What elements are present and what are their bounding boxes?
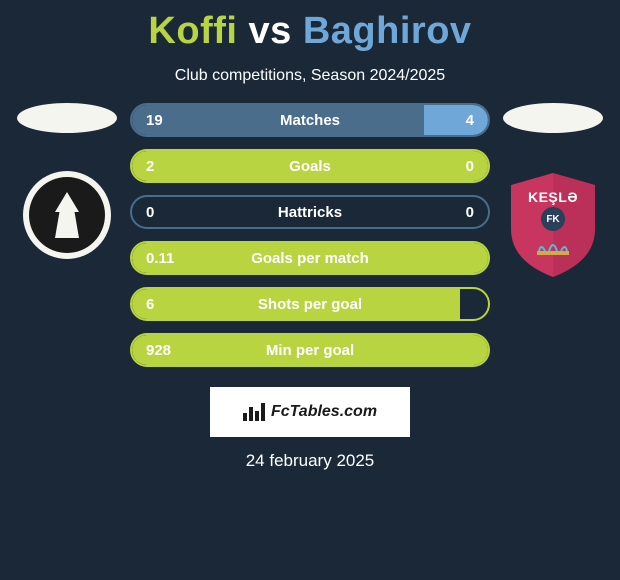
stat-row: 6Shots per goal	[130, 287, 490, 321]
stat-label: Min per goal	[132, 342, 488, 359]
chart-icon	[243, 403, 265, 421]
team2-sub: FK	[541, 207, 565, 231]
stat-label: Goals	[132, 158, 488, 175]
right-column: KEŞLƏ FK	[498, 103, 608, 279]
content-area: 194Matches 20Goals 00Hattricks 0.11Goals pe…	[0, 103, 620, 367]
shield-decoration-icon	[503, 231, 603, 264]
stat-label: Matches	[132, 112, 488, 129]
player1-avatar	[17, 103, 117, 133]
comparison-title: Koffi vs Baghirov	[0, 0, 620, 53]
team2-badge: KEŞLƏ FK	[503, 171, 603, 279]
player1-name: Koffi	[148, 10, 237, 52]
date-text: 24 february 2025	[0, 451, 620, 471]
subtitle: Club competitions, Season 2024/2025	[0, 67, 620, 85]
stats-column: 194Matches 20Goals 00Hattricks 0.11Goals pe…	[130, 103, 490, 367]
attribution-badge: FcTables.com	[210, 387, 410, 437]
team1-badge-inner	[29, 177, 105, 253]
vs-text: vs	[249, 10, 292, 52]
stat-label: Hattricks	[132, 204, 488, 221]
stat-row: 194Matches	[130, 103, 490, 137]
oil-tower-icon	[52, 190, 82, 240]
team1-badge	[23, 171, 111, 259]
attribution-text: FcTables.com	[271, 403, 377, 421]
stat-row: 928Min per goal	[130, 333, 490, 367]
team2-name: KEŞLƏ	[503, 189, 603, 205]
stat-row: 0.11Goals per match	[130, 241, 490, 275]
player2-name: Baghirov	[303, 10, 472, 52]
stat-label: Goals per match	[132, 250, 488, 267]
stat-row: 00Hattricks	[130, 195, 490, 229]
player2-avatar	[503, 103, 603, 133]
stat-label: Shots per goal	[132, 296, 488, 313]
left-column	[12, 103, 122, 259]
stat-row: 20Goals	[130, 149, 490, 183]
